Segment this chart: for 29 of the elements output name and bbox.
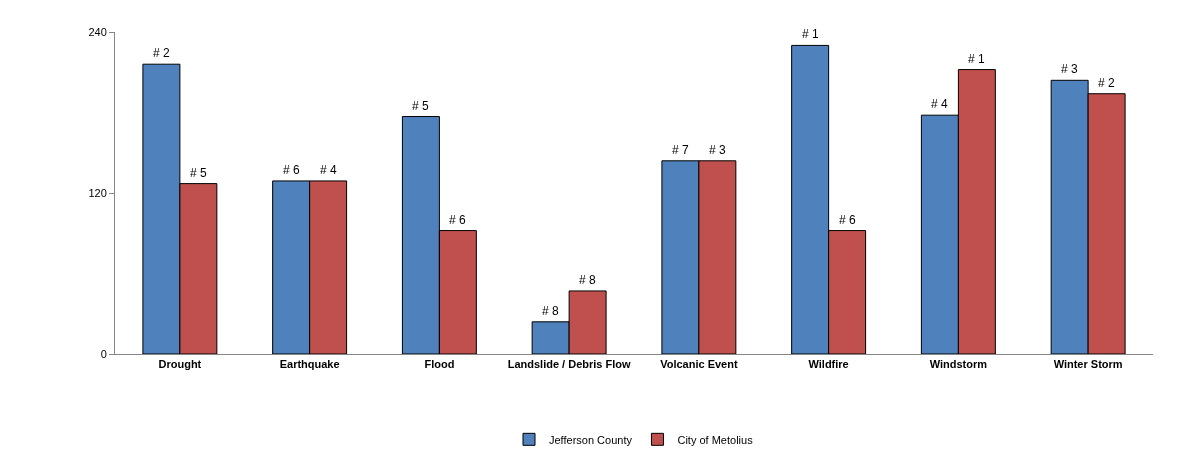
y-tick-label: 240 [88,25,107,38]
annotation: # 3 [709,143,727,157]
annotation: # 4 [931,97,949,111]
y-tick-label: 0 [100,347,107,360]
annotation: # 7 [672,143,690,157]
annotation: # 1 [802,27,820,41]
annotation: # 5 [412,99,430,113]
annotation: # 2 [1098,76,1116,90]
annotation: # 6 [839,213,857,227]
x-tick-label: Winter Storm [1053,358,1123,371]
x-tick-label: Windstorm [929,358,988,371]
annotation: # 8 [542,304,560,318]
x-tick-label: Volcanic Event [660,358,738,371]
annotation: # 6 [283,163,301,177]
y-tick-label: 120 [88,186,107,199]
x-tick-label: Drought [158,358,202,371]
annotation: # 5 [190,166,208,180]
annotation: # 6 [449,213,467,227]
legend-label: Jefferson County [549,433,633,446]
annotation: # 4 [320,163,338,177]
x-tick-label: Flood [424,358,455,371]
annotation: # 2 [153,46,171,60]
legend-label: City of Metolius [677,433,754,446]
x-tick-label: Wildfire [808,358,849,371]
x-tick-label: Earthquake [279,358,340,371]
annotation: # 1 [968,52,986,66]
annotation: # 3 [1061,62,1079,76]
x-tick-label: Landslide / Debris Flow [507,358,631,371]
annotation: # 8 [579,273,597,287]
